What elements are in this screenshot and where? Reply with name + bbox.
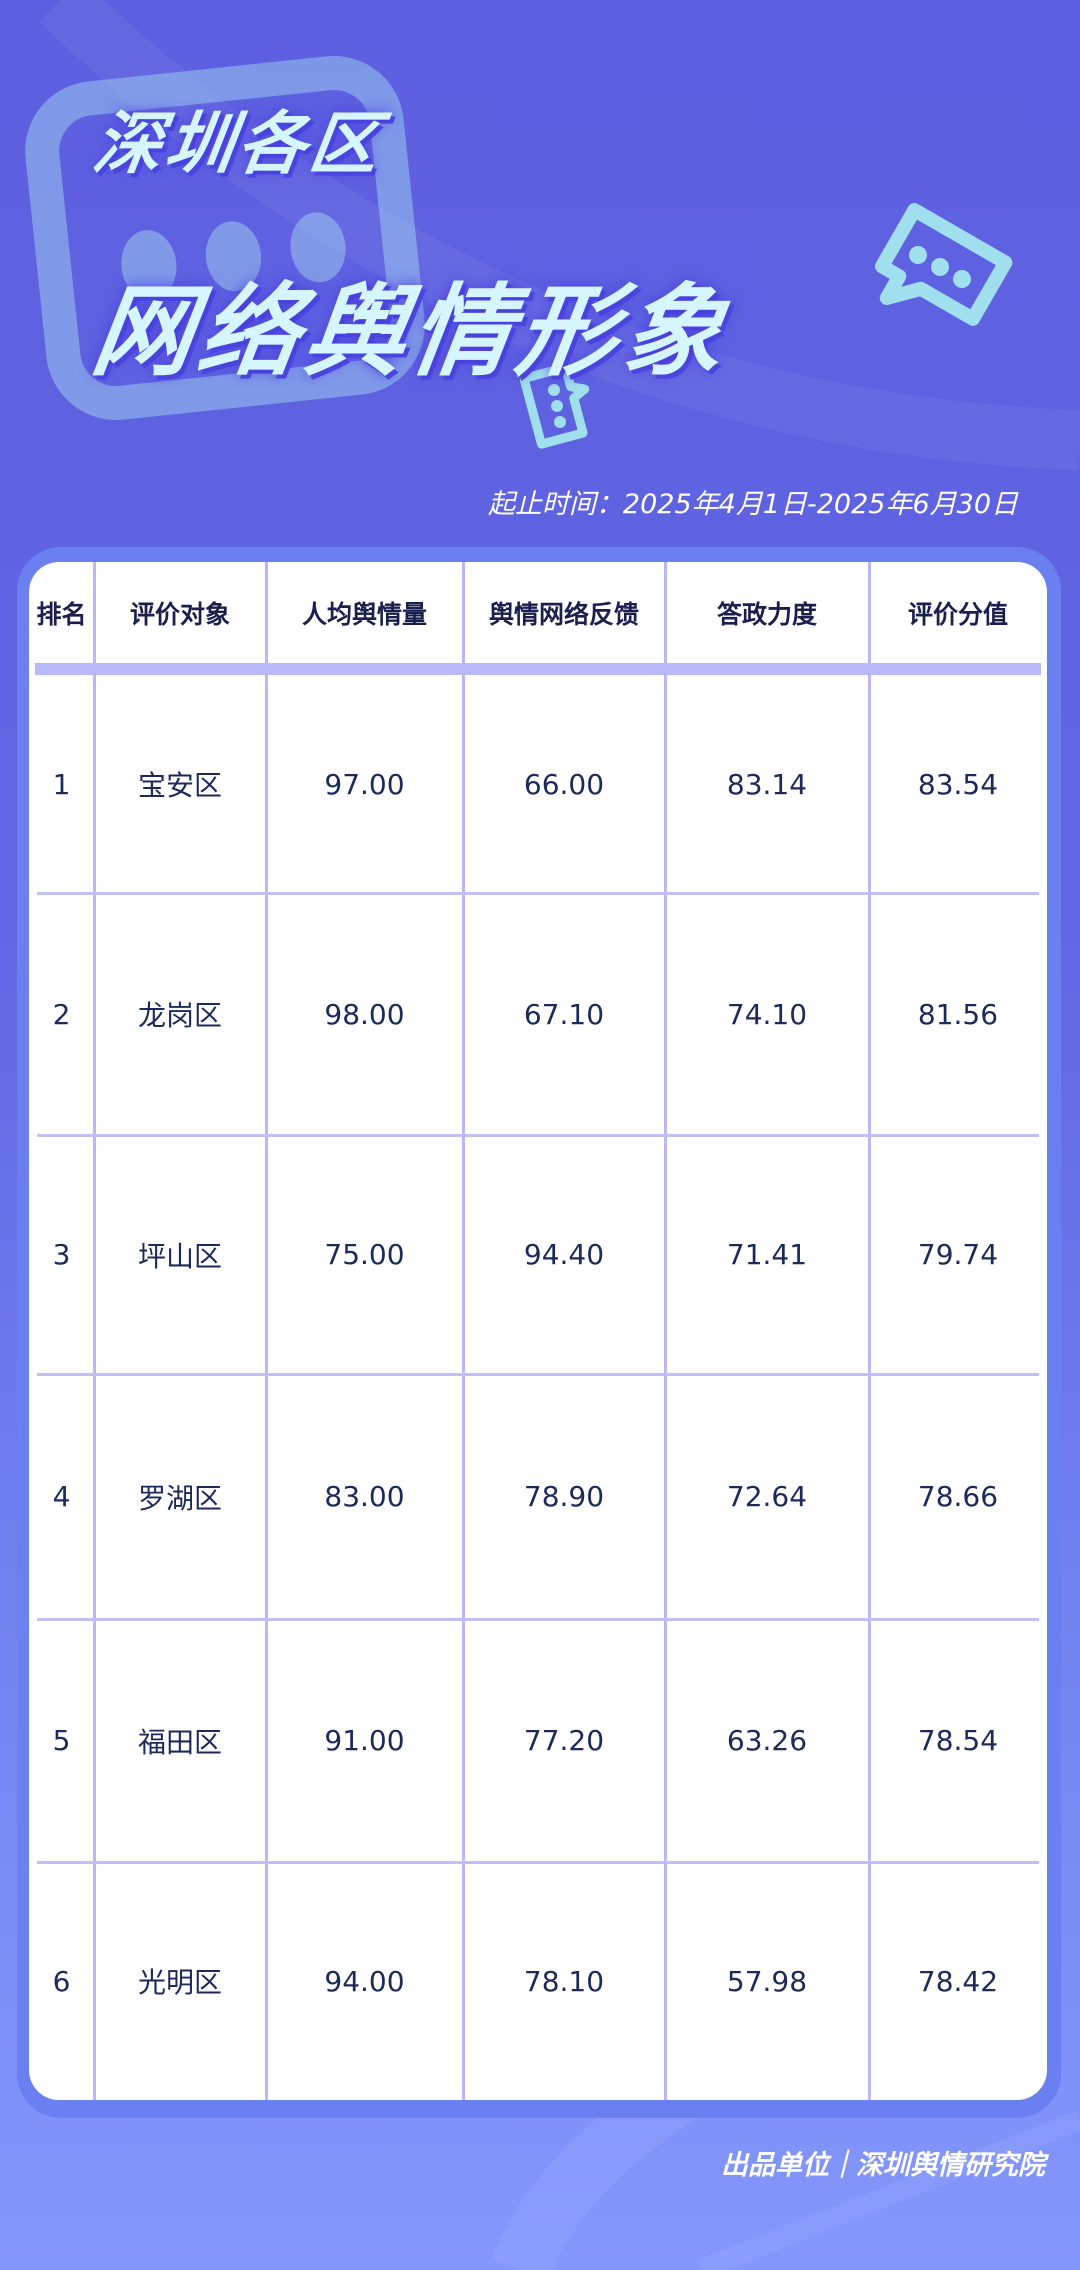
cell-response-strength: 57.98 <box>726 1964 808 1998</box>
date-range: 起止时间：2025年4月1日-2025年6月30日 <box>487 489 1018 520</box>
column-divider <box>664 562 667 2100</box>
cell-district: 福田区 <box>137 1725 222 1759</box>
page-title-line2: 网络舆情形象 <box>85 273 738 390</box>
column-header-response-strength: 答政力度 <box>716 599 817 629</box>
cell-per-capita-volume: 97.00 <box>324 767 405 801</box>
cell-network-feedback: 77.20 <box>523 1724 605 1757</box>
row-divider <box>37 1134 1039 1137</box>
column-header-score: 评价分值 <box>907 599 1008 629</box>
cell-network-feedback: 78.10 <box>523 1964 605 1998</box>
page-title-line1: 深圳各区 <box>88 105 388 184</box>
column-divider <box>868 562 871 2100</box>
row-divider <box>37 1373 1039 1376</box>
chat-bubble-icon <box>520 362 590 449</box>
cell-score: 83.54 <box>917 767 999 801</box>
column-divider <box>265 562 268 2100</box>
cell-rank: 2 <box>52 997 71 1031</box>
cell-rank: 6 <box>52 1964 71 1998</box>
cell-rank: 5 <box>52 1724 71 1757</box>
cell-score: 78.66 <box>917 1480 999 1513</box>
column-divider <box>93 562 96 2100</box>
cell-network-feedback: 78.90 <box>523 1480 605 1513</box>
cell-per-capita-volume: 75.00 <box>324 1238 405 1271</box>
row-divider <box>37 1861 1039 1864</box>
cell-response-strength: 71.41 <box>726 1238 808 1271</box>
cell-per-capita-volume: 91.00 <box>324 1724 405 1757</box>
cell-per-capita-volume: 83.00 <box>324 1480 405 1513</box>
cell-per-capita-volume: 94.00 <box>324 1964 405 1998</box>
ranking-table: 排名 评价对象 人均舆情量 舆情网络反馈 答政力度 评价分值 1 宝安区 97.00 66.00 8… <box>29 562 1047 2100</box>
cell-district: 龙岗区 <box>137 999 222 1032</box>
column-header-district: 评价对象 <box>129 599 230 629</box>
cell-rank: 3 <box>52 1238 71 1271</box>
cell-district: 宝安区 <box>137 769 222 802</box>
cell-score: 79.74 <box>917 1238 999 1271</box>
column-header-per-capita-volume: 人均舆情量 <box>301 599 427 629</box>
cell-rank: 4 <box>52 1480 71 1513</box>
cell-score: 78.54 <box>917 1724 999 1757</box>
header-divider <box>35 663 1041 675</box>
cell-rank: 1 <box>52 767 71 801</box>
cell-response-strength: 63.26 <box>726 1724 808 1757</box>
column-header-network-feedback: 舆情网络反馈 <box>488 599 639 629</box>
cell-district: 罗湖区 <box>137 1481 222 1515</box>
publisher-credit: 出品单位｜深圳舆情研究院 <box>721 2150 1045 2181</box>
cell-district: 坪山区 <box>137 1239 222 1273</box>
chat-bubble-icon <box>874 203 1013 326</box>
cell-network-feedback: 67.10 <box>523 997 605 1031</box>
cell-score: 81.56 <box>917 997 999 1031</box>
cell-response-strength: 72.64 <box>726 1480 808 1513</box>
cell-network-feedback: 66.00 <box>523 767 605 801</box>
cell-score: 78.42 <box>917 1964 999 1998</box>
cell-response-strength: 74.10 <box>726 997 808 1031</box>
column-divider <box>462 562 465 2100</box>
cell-network-feedback: 94.40 <box>523 1238 605 1271</box>
cell-response-strength: 83.14 <box>726 767 808 801</box>
row-divider <box>37 892 1039 895</box>
row-divider <box>37 1618 1039 1621</box>
cell-per-capita-volume: 98.00 <box>324 997 405 1031</box>
cell-district: 光明区 <box>137 1966 222 1999</box>
column-header-rank: 排名 <box>36 599 87 629</box>
